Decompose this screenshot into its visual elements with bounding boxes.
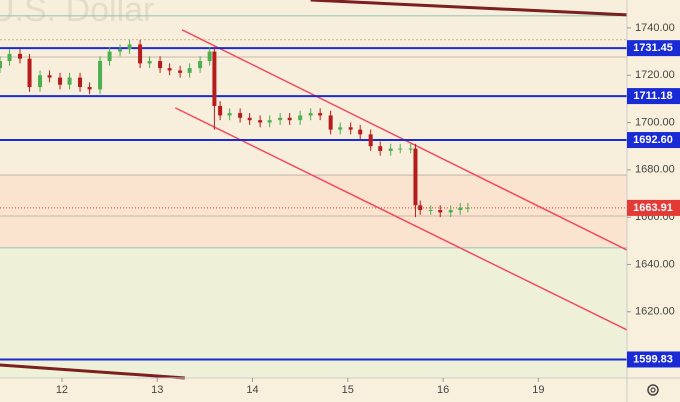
- watermark-title: U.S. Dollar: [0, 0, 154, 29]
- x-tick-label: 13: [151, 384, 163, 396]
- price-label: 1692.60: [633, 134, 673, 146]
- candle-body: [67, 77, 72, 85]
- candle-body: [138, 44, 143, 64]
- candle-body: [408, 148, 413, 150]
- candle-body: [238, 113, 243, 118]
- candle-body: [378, 146, 383, 151]
- candle-body: [318, 113, 323, 116]
- candle-body: [207, 51, 212, 62]
- candle-body: [258, 120, 263, 123]
- candle-body: [418, 205, 423, 211]
- candle-body: [287, 117, 292, 121]
- x-tick-label: 16: [437, 384, 449, 396]
- y-tick-label: 1680.00: [635, 164, 675, 176]
- candle-body: [368, 134, 373, 147]
- trend-line: [310, 0, 628, 17]
- candle-body: [388, 148, 393, 151]
- plot: [0, 0, 628, 380]
- candle-body: [147, 61, 152, 64]
- candle-body: [218, 105, 223, 116]
- candle-body: [27, 58, 32, 88]
- zone-band: [0, 175, 627, 248]
- candle-body: [358, 129, 363, 135]
- candle-body: [458, 207, 463, 211]
- candle-body: [338, 127, 343, 130]
- price-label: 1731.45: [633, 42, 673, 54]
- candle-body: [227, 113, 232, 116]
- y-tick-label: 1740.00: [635, 22, 675, 34]
- x-tick-label: 14: [246, 384, 258, 396]
- candle-body: [438, 210, 443, 213]
- candle-body: [127, 44, 132, 50]
- candle-body: [7, 53, 12, 62]
- time-axis: [0, 378, 627, 402]
- candle-body: [198, 61, 203, 69]
- candle-body: [413, 148, 418, 206]
- candle-body: [38, 75, 43, 88]
- candle-body: [78, 77, 83, 88]
- settings-icon[interactable]: [647, 384, 659, 396]
- candle-body: [167, 68, 172, 71]
- price-label-box: [627, 132, 680, 149]
- price-label-box: [627, 199, 680, 216]
- candle-body: [58, 77, 63, 85]
- price-label: 1711.18: [633, 90, 672, 102]
- candle-body: [212, 51, 217, 106]
- candle-body: [87, 87, 92, 90]
- x-tick-label: 12: [56, 384, 68, 396]
- candle-body: [428, 210, 433, 212]
- candle-body: [18, 53, 23, 59]
- candle-body: [118, 49, 123, 52]
- price-label-box: [627, 40, 680, 57]
- candle-body: [267, 120, 272, 123]
- price-label: 1663.91: [633, 202, 673, 214]
- candle-body: [448, 210, 453, 213]
- candle-body: [328, 115, 333, 130]
- y-tick-label: 1700.00: [635, 116, 675, 128]
- candle-body: [187, 68, 192, 73]
- trend-line: [175, 107, 628, 331]
- y-tick-label: 1720.00: [635, 69, 675, 81]
- candle-body: [278, 117, 283, 121]
- candle-body: [98, 61, 103, 90]
- price-label-box: [627, 88, 680, 105]
- candle-body: [107, 51, 112, 62]
- candle-body: [308, 113, 313, 116]
- candle-body: [398, 148, 403, 150]
- candle-body: [0, 61, 2, 69]
- candle-body: [465, 207, 470, 209]
- candle-body: [47, 75, 52, 78]
- price-label: 1599.83: [633, 353, 673, 365]
- candle-body: [158, 61, 163, 69]
- candle-body: [178, 70, 183, 73]
- candle-body: [348, 127, 353, 130]
- candle-body: [298, 115, 303, 121]
- y-tick-label: 1620.00: [635, 306, 675, 318]
- price-label-box: [627, 351, 680, 368]
- x-tick-label: 19: [532, 384, 544, 396]
- zone-band: [0, 248, 627, 378]
- candle-body: [247, 117, 252, 121]
- y-tick-label: 1640.00: [635, 258, 675, 270]
- trend-line: [0, 363, 185, 380]
- x-tick-label: 15: [342, 384, 354, 396]
